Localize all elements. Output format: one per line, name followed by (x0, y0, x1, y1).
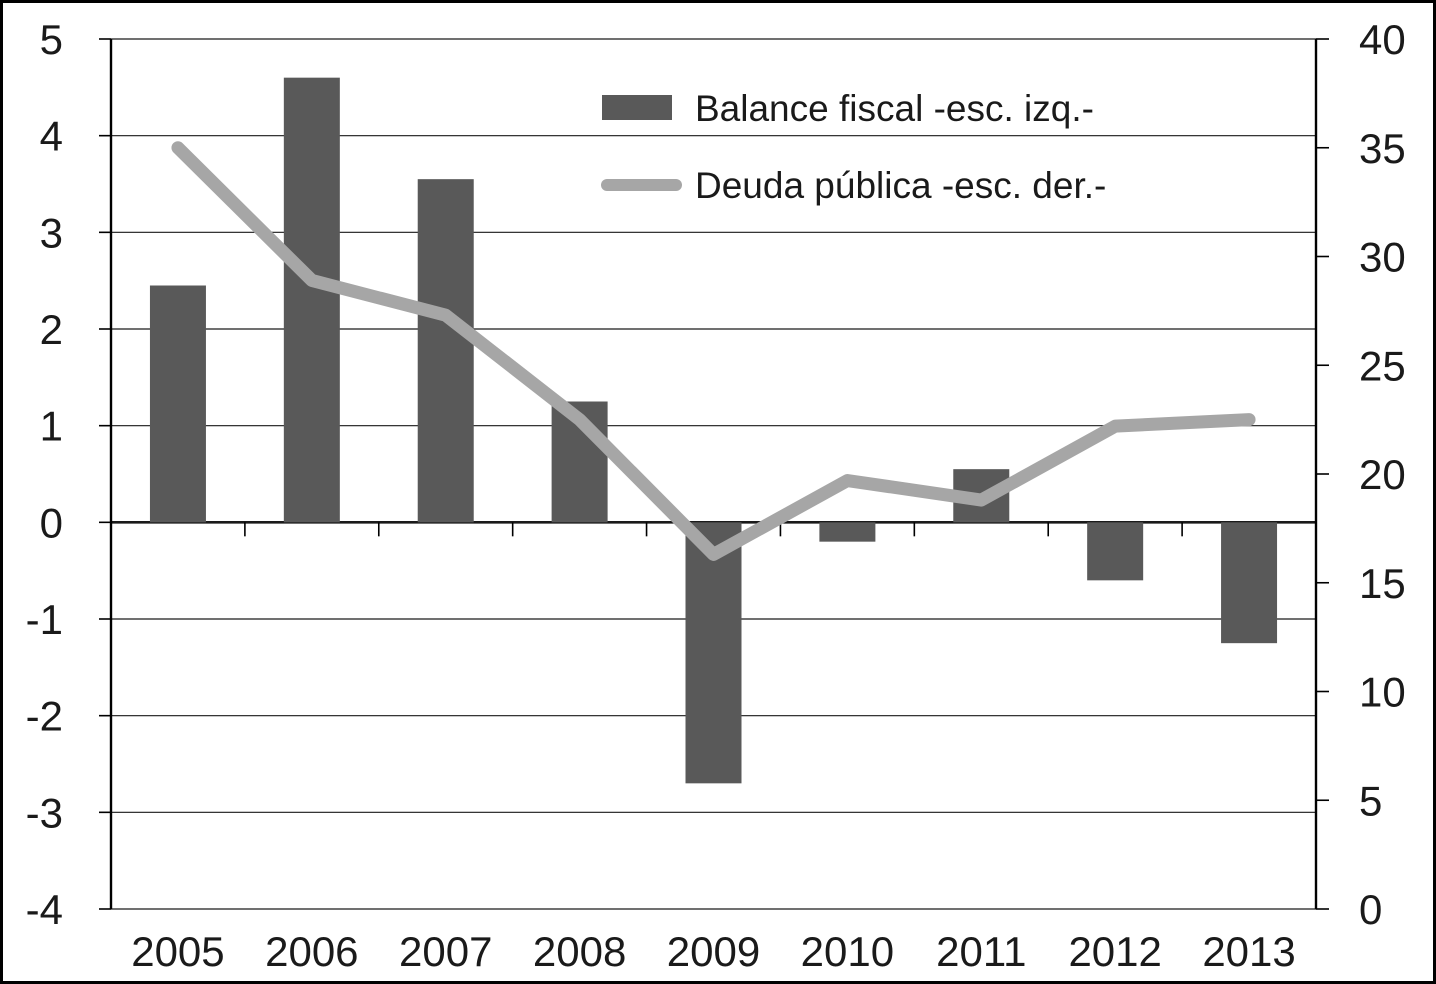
bar-balance-fiscal (1221, 522, 1278, 644)
right-axis-tick-label: 30 (1359, 234, 1406, 281)
x-axis-year-label: 2005 (131, 928, 224, 975)
right-axis-tick-label: 10 (1359, 669, 1406, 716)
right-axis-tick-label: 15 (1359, 560, 1406, 607)
left-axis-tick-label: 0 (40, 499, 63, 546)
x-axis-year-label: 2006 (265, 928, 358, 975)
x-axis-year-label: 2007 (399, 928, 492, 975)
right-axis-tick-label: 20 (1359, 451, 1406, 498)
x-axis-year-label: 2011 (936, 928, 1026, 975)
x-axis-year-label: 2012 (1068, 928, 1161, 975)
bar-balance-fiscal (685, 522, 742, 784)
left-axis-tick-label: 4 (40, 113, 63, 160)
x-axis-year-label: 2010 (801, 928, 894, 975)
bar-balance-fiscal (819, 522, 876, 542)
line-deuda-publica (171, 141, 1256, 561)
x-axis-year-label: 2013 (1202, 928, 1295, 975)
left-axis-tick-label: 5 (40, 16, 63, 63)
right-axis-tick-label: 25 (1359, 342, 1406, 389)
left-axis-tick-label: 3 (40, 209, 63, 256)
bar-balance-fiscal (149, 285, 206, 523)
left-axis-tick-label: -1 (26, 596, 63, 643)
x-axis-year-label: 2009 (667, 928, 760, 975)
x-axis-year-label: 2008 (533, 928, 626, 975)
right-axis-tick-label: 40 (1359, 16, 1406, 63)
left-axis-tick-label: 2 (40, 306, 63, 353)
bar-balance-fiscal (1087, 522, 1144, 581)
right-axis-tick-label: 35 (1359, 125, 1406, 172)
left-axis-tick-label: -4 (26, 886, 63, 933)
left-axis-tick-label: -2 (26, 693, 63, 740)
left-axis-tick-label: 1 (40, 403, 63, 450)
right-axis-tick-label: 0 (1359, 886, 1382, 933)
left-axis-tick-label: -3 (26, 789, 63, 836)
right-axis-tick-label: 5 (1359, 777, 1382, 824)
bar-balance-fiscal (283, 77, 340, 523)
bar-balance-fiscal (417, 179, 474, 523)
